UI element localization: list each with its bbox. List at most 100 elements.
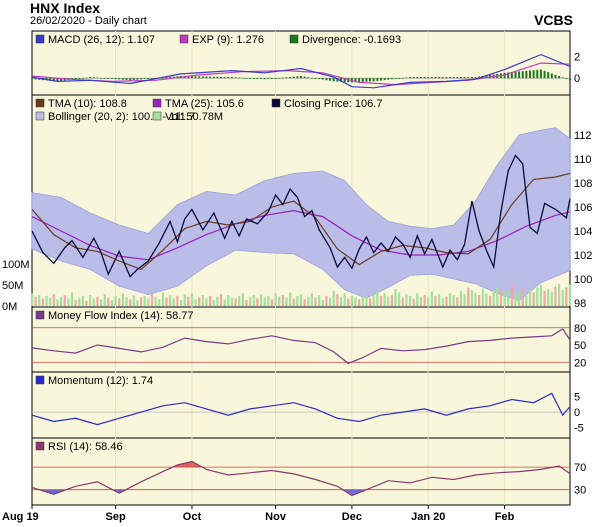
macd-divergence-bar: [234, 77, 237, 79]
macd-divergence-bar: [165, 77, 168, 79]
volume-bar: [249, 296, 252, 306]
macd-divergence-bar: [547, 72, 550, 79]
macd-divergence-bar: [343, 78, 346, 82]
macd-divergence-bar: [281, 77, 284, 79]
volume-bar: [259, 294, 263, 306]
macd-divergence-bar: [223, 76, 226, 79]
closing-price-line: [31, 154, 571, 278]
macd-divergence-bar: [118, 78, 121, 80]
macd-divergence-bar: [321, 78, 324, 80]
macd-divergence-bar: [143, 78, 146, 80]
price-y-tick-label: 106: [574, 202, 592, 214]
mfi-legend-label: Money Flow Index (14): 58.77: [48, 310, 194, 322]
macd-divergence-bar: [467, 77, 470, 79]
rsi-legend-label: RSI (14): 58.46: [48, 441, 123, 453]
mfi-y-tick-label: 80: [574, 323, 586, 335]
macd-divergence-bar: [241, 77, 244, 79]
macd-divergence-bar: [38, 78, 41, 80]
volume-bar: [416, 293, 419, 306]
macd-divergence-bar: [558, 76, 561, 79]
macd-divergence-bar: [318, 78, 321, 79]
macd-divergence-bar: [379, 78, 382, 81]
price-y-tick-label: 110: [574, 154, 592, 166]
macd-divergence-bar: [339, 78, 342, 82]
macd-divergence-bar: [336, 78, 339, 82]
macd-divergence-bar: [419, 77, 422, 79]
macd-divergence-bar: [140, 78, 143, 80]
volume-bar: [89, 295, 92, 306]
macd-divergence-bar: [296, 76, 299, 79]
volume-bar: [434, 295, 437, 306]
macd-divergence-bar: [52, 78, 55, 82]
price-legend-label: TMA (25): 105.6: [165, 98, 244, 110]
x-axis-label: Aug 19: [2, 511, 39, 523]
volume-bar: [158, 299, 161, 306]
macd-divergence-bar: [300, 76, 302, 79]
volume-bar: [107, 297, 110, 306]
macd-legend-swatch: [179, 34, 189, 44]
volume-tick-label: 100M: [2, 259, 30, 271]
volume-bar: [281, 295, 284, 306]
chart-subtitle: 26/02/2020 - Daily chart: [30, 15, 147, 27]
macd-divergence-bar: [81, 78, 84, 79]
rsi-oversold-fill: [55, 489, 60, 493]
volume-bar: [499, 290, 503, 306]
price-y-tick-label: 98: [574, 298, 586, 310]
macd-divergence-bar: [561, 77, 564, 79]
volume-bar: [234, 298, 237, 306]
rsi-oversold-fill: [51, 489, 56, 495]
macd-divergence-bar: [289, 76, 292, 79]
macd-divergence-bar: [212, 76, 215, 79]
mfi-y-tick-label: 20: [574, 357, 586, 369]
macd-divergence-bar: [423, 77, 426, 79]
macd-divergence-bar: [147, 78, 150, 79]
rsi-legend-swatch: [35, 441, 45, 451]
volume-bar: [539, 284, 543, 306]
volume-bar: [565, 287, 568, 306]
bollinger-band: [31, 127, 571, 302]
volume-bar: [267, 295, 270, 306]
macd-divergence-bar: [329, 78, 332, 81]
volume-bar: [227, 295, 230, 306]
macd-divergence-bar: [434, 77, 437, 79]
volume-bar: [321, 300, 324, 306]
macd-divergence-bar: [325, 78, 328, 81]
macd-divergence-bar: [412, 77, 415, 79]
macd-divergence-bar: [110, 78, 113, 79]
macd-divergence-bar: [569, 78, 571, 80]
macd-divergence-bar: [365, 78, 368, 82]
x-axis-label: Nov: [265, 511, 287, 523]
macd-divergence-bar: [187, 76, 190, 79]
macd-divergence-bar: [136, 78, 139, 80]
volume-bar: [179, 300, 183, 306]
rsi-overbought-fill: [190, 461, 194, 468]
macd-divergence-bar: [554, 74, 557, 79]
chart-title: HNX Index: [30, 0, 101, 16]
volume-bar: [125, 296, 128, 306]
macd-divergence-bar: [209, 76, 212, 79]
macd-divergence-bar: [205, 76, 208, 79]
volume-bar: [343, 293, 346, 306]
macd-divergence-bar: [74, 78, 77, 79]
price-legend-swatch: [152, 111, 162, 121]
volume-bar: [441, 298, 444, 306]
volume-bar: [161, 292, 164, 306]
volume-bar: [278, 296, 281, 306]
macd-divergence-bar: [539, 69, 542, 79]
price-legend-swatch: [152, 98, 162, 108]
volume-bar: [456, 297, 459, 306]
momentum-y-tick-label: -5: [574, 423, 584, 435]
macd-divergence-bar: [456, 77, 459, 79]
macd-divergence-bar: [532, 70, 535, 79]
price-legend-label: Closing Price: 106.7: [284, 98, 382, 110]
rsi-overbought-fill: [182, 463, 187, 468]
volume-bar: [270, 299, 274, 306]
rsi-oversold-fill: [59, 489, 63, 492]
rsi-overbought-fill: [186, 462, 191, 468]
macd-divergence-bar: [463, 77, 466, 79]
volume-bar: [438, 294, 441, 306]
price-y-tick-label: 108: [574, 178, 592, 190]
macd-divergence-bar: [172, 76, 175, 79]
rsi-y-tick-label: 70: [574, 462, 586, 474]
rsi-overbought-fill: [193, 463, 198, 468]
